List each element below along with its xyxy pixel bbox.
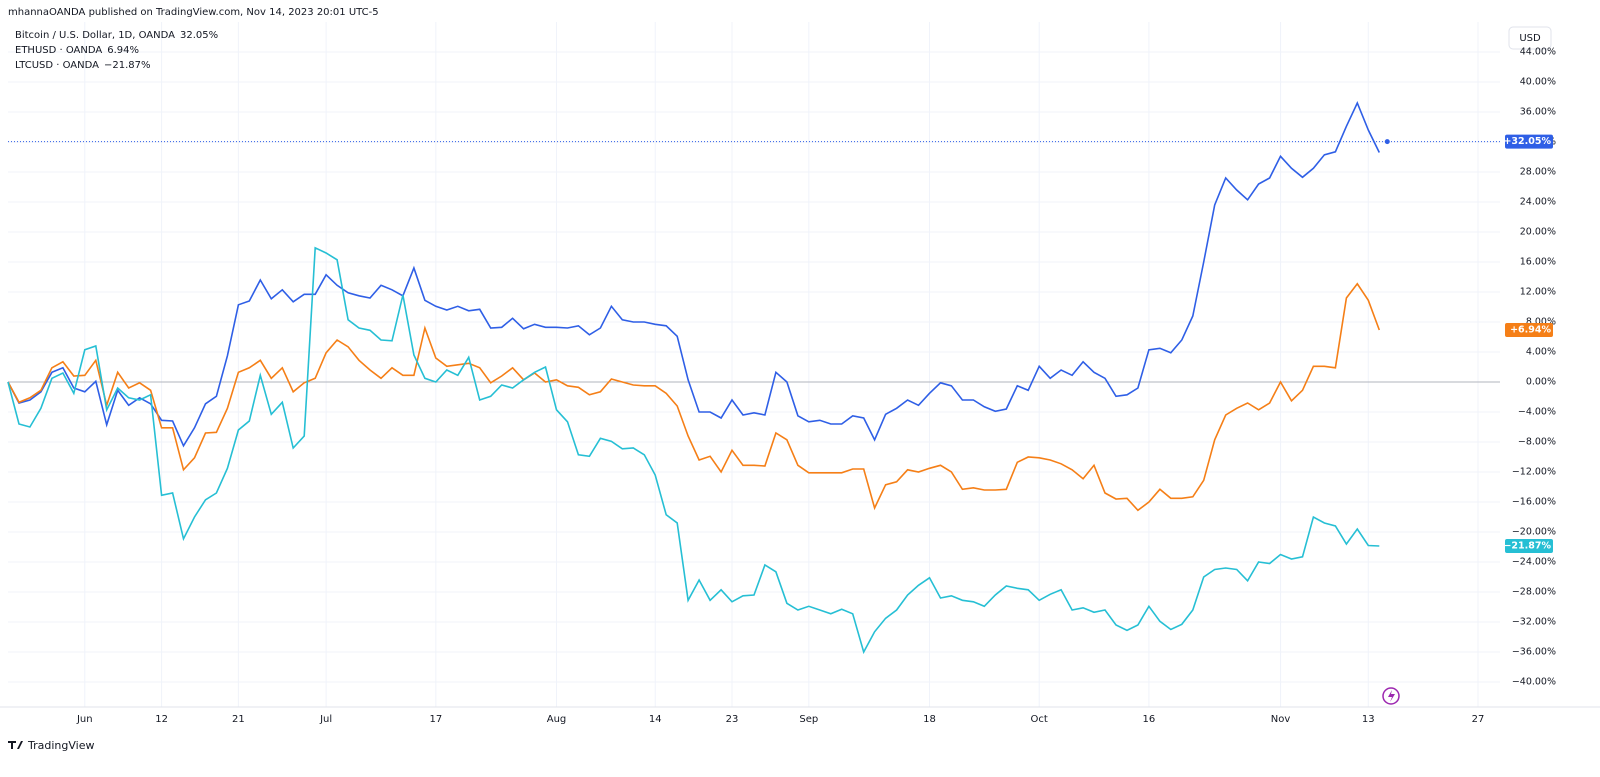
y-tick-label: −36.00% (1512, 647, 1556, 658)
x-tick-label: Jun (76, 714, 93, 725)
legend-value: 6.94% (107, 45, 139, 56)
x-tick-label: 14 (649, 714, 662, 725)
y-tick-label: 20.00% (1520, 227, 1556, 238)
currency-button[interactable] (1508, 26, 1552, 50)
y-tick-label: 44.00% (1520, 47, 1556, 58)
replay-bolt (1388, 690, 1395, 702)
legend-name: Bitcoin / U.S. Dollar, 1D, OANDA (15, 30, 175, 41)
logo-text: TradingView (27, 739, 94, 752)
series-line (7, 282, 1381, 512)
y-tick-label: −32.00% (1512, 617, 1556, 628)
replay-icon[interactable] (1382, 687, 1400, 705)
legend-name: LTCUSD · OANDA (15, 60, 99, 71)
x-tick-label: 21 (232, 714, 245, 725)
x-tick-label: 27 (1472, 714, 1485, 725)
y-tick-label: 4.00% (1526, 347, 1556, 358)
y-tick-label: 8.00% (1526, 317, 1556, 328)
price-tag-label: −21.87% (1503, 541, 1551, 552)
x-tick-label: 13 (1362, 714, 1375, 725)
x-tick-label: 18 (923, 714, 936, 725)
price-tag-label: +32.05% (1503, 136, 1551, 147)
plot-area (7, 22, 1500, 707)
y-tick-label: −28.00% (1512, 587, 1556, 598)
y-tick-label: 16.00% (1520, 257, 1556, 268)
price-tag-label: +6.94% (1510, 324, 1551, 335)
y-tick-label: −40.00% (1512, 677, 1556, 688)
series-line (7, 246, 1380, 655)
legend-value: −21.87% (104, 60, 151, 71)
x-tick-label: Jul (319, 714, 332, 725)
series-line (7, 101, 1381, 448)
x-tick-label: 16 (1143, 714, 1156, 725)
y-tick-label: −4.00% (1518, 407, 1556, 418)
y-tick-label: 36.00% (1520, 107, 1556, 118)
y-tick-label: 12.00% (1520, 287, 1556, 298)
x-tick-label: Nov (1271, 714, 1291, 725)
y-tick-label: −24.00% (1512, 557, 1556, 568)
price-tag (1505, 322, 1553, 337)
y-tick-label: −8.00% (1518, 437, 1556, 448)
x-tick-label: 17 (429, 714, 442, 725)
header-text: mhannaOANDA published on TradingView.com… (8, 7, 379, 18)
y-tick-label: −20.00% (1512, 527, 1556, 538)
legend-name: ETHUSD · OANDA (15, 45, 102, 56)
legend-value: 32.05% (180, 30, 218, 41)
y-tick-label: 24.00% (1520, 197, 1556, 208)
y-tick-label: 0.00% (1526, 377, 1556, 388)
y-tick-label: 28.00% (1520, 167, 1556, 178)
price-tag (1505, 539, 1553, 554)
y-tick-label: −16.00% (1512, 497, 1556, 508)
last-value-dot (1384, 139, 1390, 145)
x-tick-label: Oct (1031, 714, 1048, 725)
x-tick-label: Aug (547, 714, 567, 725)
currency-label: USD (1519, 33, 1541, 44)
y-tick-label: 40.00% (1520, 77, 1556, 88)
x-tick-label: 23 (726, 714, 739, 725)
logo-icon (8, 741, 23, 749)
y-tick-label: −12.00% (1512, 467, 1556, 478)
x-tick-label: 12 (155, 714, 168, 725)
price-tag (1505, 134, 1553, 149)
x-tick-label: Sep (799, 714, 818, 725)
